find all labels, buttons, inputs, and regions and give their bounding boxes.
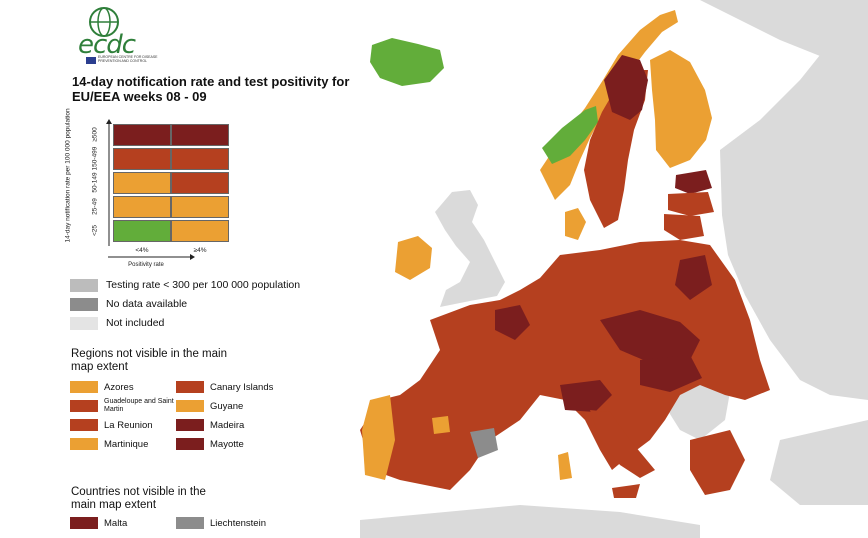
lithuania: [664, 214, 704, 240]
matrix-cell: [171, 124, 229, 146]
ecdc-logo: [70, 6, 160, 68]
region-swatch: [176, 381, 204, 393]
region-label: La Reunion: [104, 419, 153, 431]
legend-label: Testing rate < 300 per 100 000 populatio…: [106, 279, 301, 291]
norway: [540, 10, 678, 200]
uk-landmass: [435, 190, 505, 307]
globe-icon: [89, 7, 119, 37]
y-axis-arrow: [106, 119, 112, 246]
region-label: Guyane: [210, 400, 244, 412]
ireland: [395, 236, 432, 280]
continental-eu: [360, 240, 770, 490]
sardinia: [558, 452, 572, 480]
country-item: Malta: [70, 516, 127, 530]
turkey-landmass: [770, 420, 868, 505]
region-item: Azores: [70, 380, 134, 394]
greece: [690, 430, 745, 495]
x-axis-arrow: [108, 254, 195, 260]
sicily: [612, 484, 640, 498]
region-item: Mayotte: [176, 437, 244, 451]
latvia: [668, 192, 714, 216]
estonia: [675, 170, 712, 194]
region-label: Martinique: [104, 438, 149, 450]
benelux: [495, 305, 530, 340]
legend-item: Not included: [70, 315, 164, 331]
countries-title: Countries not visible in the main map ex…: [71, 486, 206, 511]
matrix-cell: [113, 220, 171, 242]
country-swatch: [70, 517, 98, 529]
regions-title: Regions not visible in the main map exte…: [71, 348, 227, 373]
portugal: [362, 395, 395, 480]
region-swatch: [176, 419, 204, 431]
legend-item: Testing rate < 300 per 100 000 populatio…: [70, 277, 300, 293]
country-label: Liechtenstein: [210, 517, 266, 529]
logo-text: ecdc: [78, 30, 136, 60]
region-swatch: [176, 438, 204, 450]
region-swatch: [176, 400, 204, 412]
map-title: 14-day notification rate and test positi…: [72, 74, 350, 104]
matrix-cell: [113, 148, 171, 170]
italy-north: [560, 380, 612, 412]
country-label: Malta: [104, 517, 128, 529]
legend-swatch: [70, 297, 98, 311]
region-item: Martinique: [70, 437, 148, 451]
legend-item: No data available: [70, 296, 187, 312]
czech-slovakia: [600, 310, 700, 365]
region-label: Guadeloupe and Saint Martin: [104, 398, 174, 413]
eu-flag-icon: [86, 57, 96, 64]
matrix-cell: [171, 172, 229, 194]
matrix-cell: [171, 148, 229, 170]
country-item: Liechtenstein: [176, 516, 266, 530]
finland: [650, 50, 712, 168]
matrix-col-label: ≥4%: [193, 247, 207, 254]
region-item: Guyane: [176, 399, 243, 413]
legend-label: No data available: [106, 298, 188, 310]
region-item: Madeira: [176, 418, 244, 432]
legend-swatch: [70, 278, 98, 292]
sweden-north: [604, 55, 648, 120]
region-label: Mayotte: [210, 438, 244, 450]
region-swatch: [70, 400, 98, 412]
matrix-cell: [113, 172, 171, 194]
norway-green: [542, 106, 598, 164]
matrix-cell: [113, 196, 171, 218]
poland-east: [675, 255, 712, 300]
region-item: Canary Islands: [176, 380, 273, 394]
africa-landmass: [360, 505, 700, 538]
region-item: La Reunion: [70, 418, 153, 432]
spain-orange: [432, 416, 450, 434]
region-swatch: [70, 381, 98, 393]
catalonia-no-data: [470, 428, 498, 458]
region-label: Madeira: [210, 419, 245, 431]
denmark: [565, 208, 586, 240]
hungary: [640, 355, 702, 392]
matrix-col-label: <4%: [135, 247, 149, 254]
iceland: [370, 38, 444, 86]
logo-subtitle: EUROPEAN CENTRE FOR DISEASE PREVENTION A…: [98, 55, 158, 63]
region-label: Canary Islands: [210, 381, 274, 393]
matrix-ylabel: 14-day notification rate per 100 000 pop…: [64, 108, 72, 243]
matrix-cell: [171, 196, 229, 218]
region-swatch: [70, 438, 98, 450]
matrix-cell: [113, 124, 171, 146]
matrix-cell: [171, 220, 229, 242]
region-swatch: [70, 419, 98, 431]
region-label: Azores: [104, 381, 134, 393]
italy: [590, 410, 655, 478]
east-landmass: [720, 30, 868, 400]
legend-label: Not included: [106, 317, 165, 329]
region-item: Guadeloupe and Saint Martin: [70, 398, 174, 413]
north-russia: [700, 0, 868, 60]
legend-swatch: [70, 316, 98, 330]
country-swatch: [176, 517, 204, 529]
matrix-xlabel: Positivity rate: [128, 262, 164, 268]
